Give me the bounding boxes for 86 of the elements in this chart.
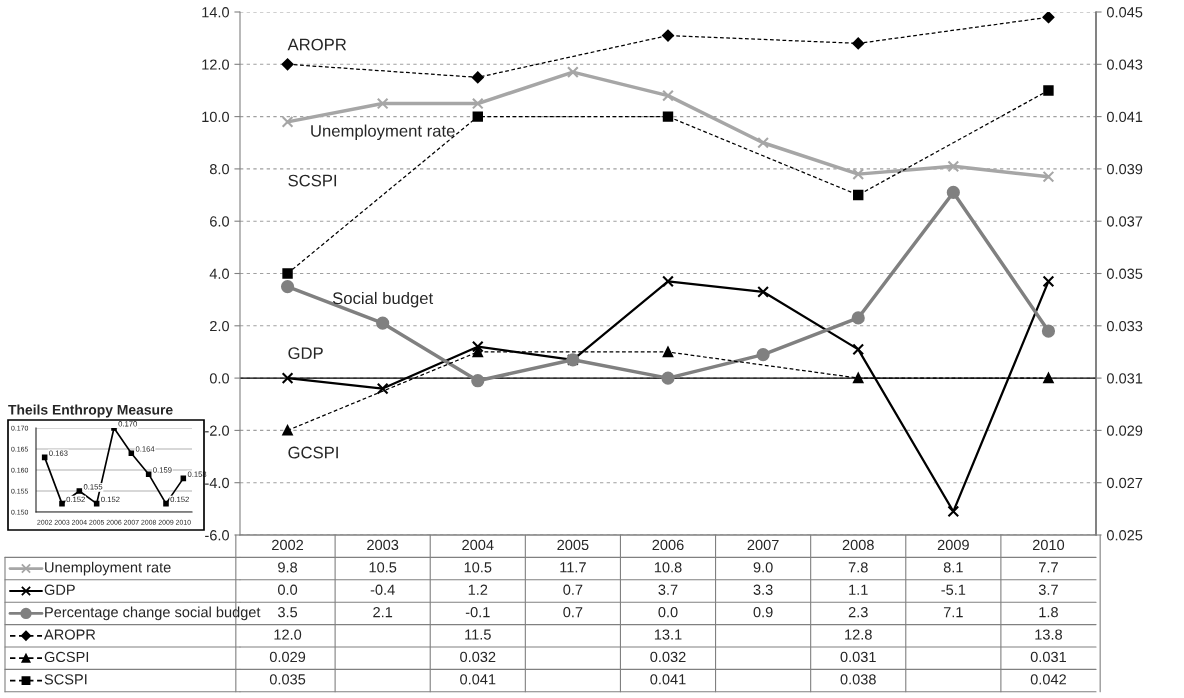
x-tick-label: 2010 — [1032, 539, 1065, 551]
data-label: 8.1 — [943, 562, 963, 573]
x-tick-label: 2008 — [842, 539, 874, 551]
data-label: 2.1 — [373, 606, 393, 618]
y-tick-label: -6.0 — [205, 530, 230, 541]
x-tick-label: 2004 — [462, 539, 494, 551]
data-label: 1.1 — [849, 584, 868, 595]
annotation: GDP — [288, 347, 323, 360]
data-label: 13.8 — [1035, 629, 1062, 640]
data-label: 9.8 — [278, 562, 298, 573]
data-label: 0.041 — [650, 674, 686, 685]
annotation: SCSPI — [288, 174, 337, 187]
y2-tick-label: 0.031 — [1106, 373, 1143, 384]
y-tick-label: 8.0 — [209, 164, 230, 175]
x-tick-label: 2005 — [557, 539, 589, 551]
data-label: 0.038 — [840, 674, 876, 685]
y-tick-label: 0.0 — [209, 373, 230, 384]
data-label: 0.7 — [563, 606, 583, 618]
data-label: 10.8 — [654, 562, 682, 573]
data-label: 7.7 — [1039, 562, 1058, 573]
data-label: 0.041 — [460, 674, 496, 685]
data-label: -0.1 — [465, 606, 490, 618]
data-label: 10.5 — [464, 562, 492, 573]
data-label: 3.3 — [753, 584, 773, 595]
x-tick-label: 2003 — [367, 539, 399, 551]
data-label: 13.1 — [654, 629, 682, 640]
y-tick-label: 2.0 — [210, 320, 230, 332]
data-label: 0.035 — [269, 674, 306, 685]
data-label: 3.5 — [277, 606, 298, 618]
data-label: 3.7 — [658, 584, 678, 595]
data-label: 10.5 — [369, 562, 397, 573]
y2-tick-label: 0.039 — [1106, 164, 1143, 175]
y-tick-label: -4.0 — [205, 477, 230, 489]
data-label: 7.8 — [848, 562, 868, 573]
annotation: Unemployment rate — [311, 124, 455, 141]
y2-tick-label: 0.045 — [1106, 7, 1143, 18]
data-label: 0.029 — [269, 651, 306, 663]
annotation: GCSPI — [288, 446, 338, 459]
data-label: 11.7 — [560, 562, 586, 573]
y2-tick-label: 0.043 — [1106, 59, 1143, 70]
annotation: AROPR — [287, 38, 347, 51]
legend-label: GCSPI — [44, 651, 89, 663]
data-label: 0.0 — [277, 584, 298, 595]
data-label: 0.031 — [840, 651, 876, 663]
y-tick-label: 6.0 — [210, 216, 230, 227]
data-label: 9.0 — [753, 562, 773, 573]
x-tick-label: 2009 — [937, 539, 969, 551]
y2-tick-label: 0.035 — [1106, 268, 1143, 279]
x-tick-label: 2002 — [272, 539, 304, 551]
x-tick-label: 2006 — [652, 539, 684, 551]
data-label: 2.3 — [848, 606, 868, 618]
y-tick-label: 12.0 — [202, 59, 230, 70]
data-label: 0.032 — [460, 651, 496, 663]
y-tick-label: 14.0 — [202, 7, 230, 18]
data-label: 0.042 — [1030, 674, 1066, 685]
legend-label: Percentage change social budget — [45, 606, 261, 621]
data-label: 0.0 — [658, 606, 678, 618]
chart-title: Theils Enthropy Measure — [8, 404, 173, 418]
y2-tick-label: 0.029 — [1106, 425, 1143, 436]
x-tick-label: 2007 — [747, 539, 779, 551]
legend-label: AROPR — [44, 629, 96, 640]
legend-label: Unemployment rate — [45, 561, 171, 576]
data-label: 1.8 — [1039, 606, 1058, 618]
data-label: 12.8 — [845, 629, 872, 640]
y2-tick-label: 0.041 — [1106, 111, 1143, 123]
annotation: Social budget — [332, 291, 434, 308]
y-tick-label: 4.0 — [209, 268, 230, 279]
y2-tick-label: 0.033 — [1106, 320, 1143, 332]
data-label: -0.4 — [370, 584, 395, 595]
data-label: 1.2 — [468, 584, 488, 595]
y2-tick-label: 0.025 — [1106, 530, 1143, 541]
data-label: 0.032 — [650, 651, 686, 663]
legend-label: SCSPI — [44, 674, 87, 685]
data-label: -5.1 — [941, 584, 966, 595]
legend-label: GDP — [44, 584, 75, 595]
data-label: 0.7 — [563, 584, 583, 595]
data-label: 0.9 — [753, 606, 773, 618]
y2-tick-label: 0.027 — [1106, 477, 1143, 489]
data-label: 0.031 — [1030, 651, 1066, 663]
y-tick-label: -2.0 — [205, 425, 230, 436]
data-label: 7.1 — [943, 607, 963, 618]
data-label: 3.7 — [1038, 584, 1058, 595]
y-tick-label: 10.0 — [202, 111, 230, 123]
y2-tick-label: 0.037 — [1106, 216, 1143, 227]
data-label: 12.0 — [274, 629, 302, 640]
data-label: 11.5 — [465, 629, 491, 640]
